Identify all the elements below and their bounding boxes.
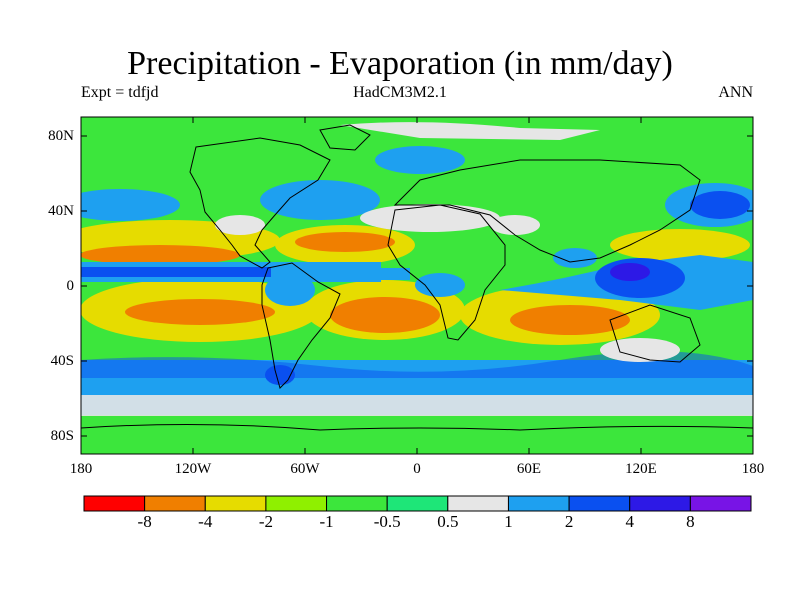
y-tick-label-80n: 80N bbox=[48, 128, 74, 144]
y-tick-label-80s: 80S bbox=[50, 428, 74, 444]
x-tick-label-60w: 60W bbox=[290, 461, 320, 477]
colorbar-swatch bbox=[204, 495, 267, 512]
pe-field bbox=[81, 117, 753, 454]
colorbar-label: 1 bbox=[504, 512, 513, 531]
colorbar-swatch bbox=[507, 495, 570, 512]
field-arctic-dry bbox=[340, 122, 600, 140]
period-label: ANN bbox=[718, 84, 753, 101]
x-tick-label-180e: 180 bbox=[741, 461, 765, 477]
y-tick-label-40n: 40N bbox=[48, 203, 74, 219]
colorbar-label: 0.5 bbox=[437, 512, 459, 531]
coast-australia bbox=[609, 304, 701, 363]
y-tick-label-0: 0 bbox=[66, 278, 75, 294]
x-tick-label-0: 0 bbox=[413, 461, 421, 477]
coast-eurasia bbox=[393, 159, 701, 263]
colorbar-label: -8 bbox=[137, 512, 152, 531]
x-tick-label-120e: 120E bbox=[625, 461, 657, 477]
colorbar-label: 2 bbox=[564, 512, 574, 531]
coast-greenland bbox=[319, 124, 371, 151]
field-amazon bbox=[265, 274, 315, 306]
colorbar-label: -1 bbox=[319, 512, 334, 531]
field-southern-storm-track bbox=[81, 351, 753, 378]
field-na-storm-track bbox=[260, 180, 380, 220]
field-warm-pool-peak bbox=[610, 263, 650, 281]
colorbar-swatch bbox=[326, 495, 388, 512]
field-bay-of-bengal bbox=[553, 248, 597, 268]
model-label: HadCM3M2.1 bbox=[353, 84, 447, 101]
axis-ticks bbox=[81, 117, 753, 454]
x-tick-label-60e: 60E bbox=[516, 461, 542, 477]
colorbar-label: 8 bbox=[686, 512, 695, 531]
colorbar-swatch bbox=[689, 495, 752, 512]
field-sp-max-evap bbox=[125, 299, 275, 325]
field-np-max-evap bbox=[81, 245, 240, 265]
field-itcz-pacific-core bbox=[81, 267, 271, 277]
field-na-max-evap bbox=[295, 232, 395, 252]
field-itcz-atlantic bbox=[330, 268, 410, 280]
field-congo bbox=[415, 273, 465, 297]
field-na-north bbox=[375, 146, 465, 174]
colorbar-label: -2 bbox=[258, 512, 273, 531]
x-tick-label-120w: 120W bbox=[174, 461, 212, 477]
colorbar-swatch bbox=[447, 495, 509, 512]
colorbar-label: -4 bbox=[198, 512, 213, 531]
colorbar-swatch bbox=[568, 495, 631, 512]
coast-north-america bbox=[189, 137, 331, 269]
colorbar-swatch bbox=[83, 495, 146, 512]
coast-south-america bbox=[261, 262, 341, 389]
field-sw-north-america bbox=[215, 215, 265, 235]
colorbar bbox=[83, 495, 752, 512]
colorbar-swatch bbox=[144, 495, 206, 512]
field-antarctic bbox=[81, 416, 753, 454]
field-sa-max-evap bbox=[330, 297, 440, 333]
colorbar-swatch bbox=[629, 495, 691, 512]
field-australia bbox=[600, 338, 680, 362]
experiment-label: Expt = tdfjd bbox=[81, 84, 159, 101]
field-sahara bbox=[360, 204, 500, 232]
coast-africa bbox=[387, 204, 506, 341]
field-np-storm-core bbox=[690, 191, 750, 219]
field-si-max-evap bbox=[510, 305, 630, 335]
chart-title: Precipitation - Evaporation (in mm/day) bbox=[127, 45, 673, 82]
x-tick-label-180w: 180 bbox=[69, 461, 93, 477]
colorbar-label: 4 bbox=[625, 512, 634, 531]
coastlines bbox=[81, 124, 753, 431]
field-np-storm-track-west bbox=[81, 189, 180, 221]
colorbar-swatch bbox=[265, 495, 328, 512]
field-arabia bbox=[490, 215, 540, 235]
coast-antarctica bbox=[81, 423, 753, 431]
y-tick-label-40s: 40S bbox=[50, 353, 74, 369]
colorbar-swatch bbox=[386, 495, 449, 512]
colorbar-label: -0.5 bbox=[373, 512, 401, 531]
